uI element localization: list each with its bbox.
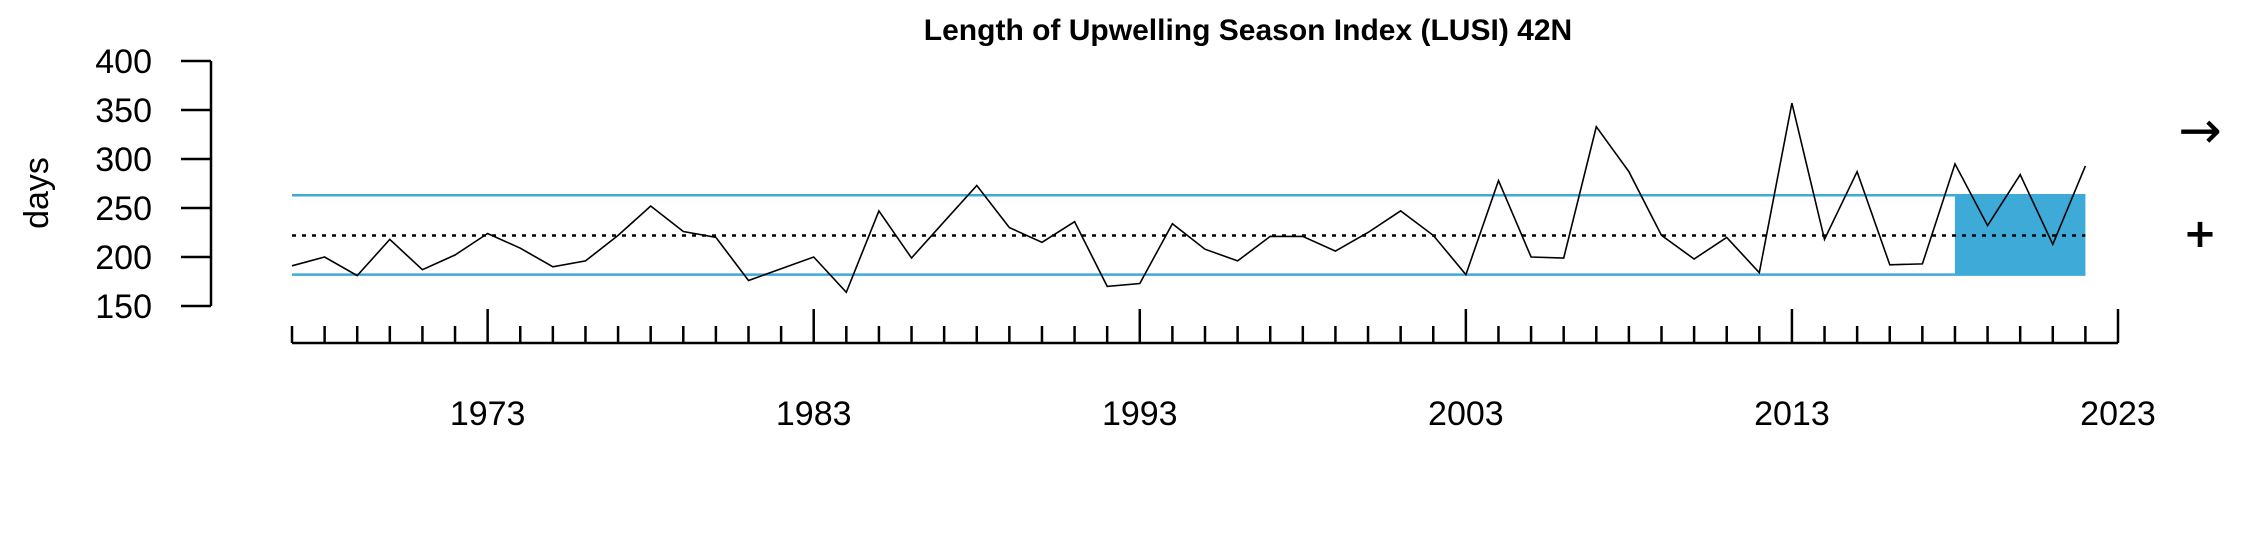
y-tick-label-150: 150	[95, 288, 152, 326]
mean-plus-icon: +	[2183, 211, 2217, 257]
x-tick-label-1973: 1973	[450, 395, 526, 433]
x-tick-label-2013: 2013	[1754, 395, 1830, 433]
y-tick-label-300: 300	[95, 141, 152, 179]
y-tick-label-400: 400	[95, 43, 152, 81]
x-tick-label-2003: 2003	[1428, 395, 1504, 433]
y-tick-label-350: 350	[95, 92, 152, 130]
x-tick-label-2023: 2023	[2080, 395, 2156, 433]
chart-title: Length of Upwelling Season Index (LUSI) …	[924, 14, 1572, 47]
x-tick-label-1993: 1993	[1102, 395, 1178, 433]
y-tick-label-250: 250	[95, 190, 152, 228]
plot-area: 150 200 250 300 350 400 1973 1983 1993 2003 2013 20…	[95, 43, 2156, 433]
series-line	[291, 102, 2087, 294]
x-tick-label-1983: 1983	[776, 395, 852, 433]
y-axis-label: days	[18, 157, 56, 229]
y-tick-label-200: 200	[95, 239, 152, 277]
trend-arrow-icon: →	[2178, 101, 2222, 161]
